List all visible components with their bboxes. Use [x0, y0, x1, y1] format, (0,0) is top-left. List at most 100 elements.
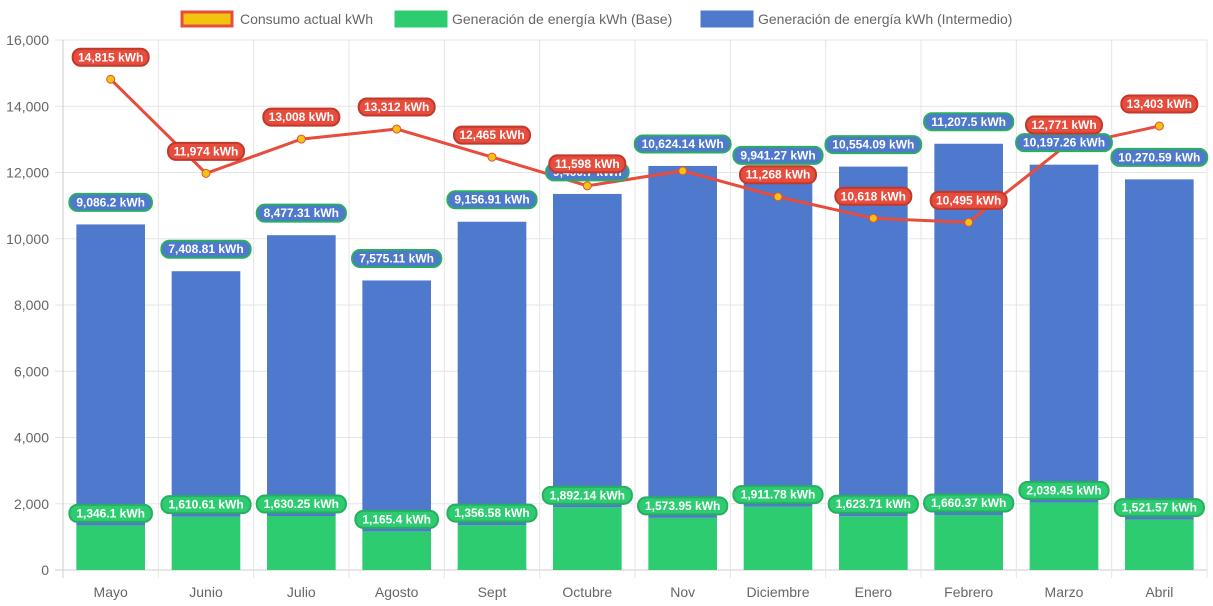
bar-intermedio — [457, 221, 527, 526]
label-badge — [827, 494, 919, 514]
label-badge — [453, 125, 531, 145]
label-badge — [167, 141, 245, 161]
label-intermedio: 9,156.91 kWh — [446, 190, 538, 210]
label-text: 11,207.5 kWh — [931, 115, 1006, 129]
bar-base — [934, 515, 1003, 570]
x-tick-label: Nov — [670, 584, 695, 600]
label-base: 1,892.14 kWh — [541, 485, 633, 505]
consumption-point — [868, 213, 878, 223]
y-tick-label: 4,000 — [14, 430, 49, 446]
label-consumo: 12,771 kWh — [1025, 115, 1103, 135]
legend-item: Consumo actual kWh — [180, 10, 373, 28]
label-badge — [446, 503, 538, 523]
label-text: 1,573.95 kWh — [645, 499, 720, 513]
label-base: 1,521.57 kWh — [1113, 498, 1205, 518]
label-badge — [68, 503, 153, 523]
bar-intermedio — [171, 271, 241, 517]
label-text: 2,039.45 kWh — [1026, 483, 1101, 497]
x-tick-label: Enero — [855, 584, 893, 600]
label-consumo: 14,815 kWh — [71, 47, 150, 67]
bar-intermedio — [267, 235, 336, 516]
x-tick-label: Sept — [478, 584, 507, 600]
label-base: 1,630.25 kWh — [255, 494, 347, 514]
consumption-point — [201, 168, 211, 178]
legend-swatch — [394, 10, 448, 28]
label-base: 1,610.61 kWh — [160, 495, 252, 515]
label-badge — [824, 135, 923, 155]
label-text: 1,346.1 kWh — [76, 506, 145, 520]
label-intermedio: 9,941.27 kWh — [732, 145, 824, 165]
label-text: 1,356.58 kWh — [454, 506, 529, 520]
label-base: 1,660.37 kWh — [923, 493, 1015, 513]
bar-intermedio — [362, 280, 431, 532]
x-tick-label: Mayo — [94, 584, 128, 600]
x-tick-label: Marzo — [1045, 584, 1084, 600]
label-badge — [255, 203, 347, 223]
label-text: 10,495 kWh — [936, 193, 1001, 207]
label-text: 10,624.14 kWh — [642, 137, 724, 151]
y-tick-label: 10,000 — [6, 231, 49, 247]
label-text: 14,815 kWh — [78, 50, 143, 64]
label-consumo: 11,974 kWh — [167, 141, 245, 161]
label-text: 10,618 kWh — [841, 189, 906, 203]
bar-base — [553, 507, 622, 570]
y-tick-label: 0 — [41, 562, 49, 578]
label-intermedio: 7,408.81 kWh — [160, 239, 252, 259]
label-base: 1,911.78 kWh — [732, 485, 824, 505]
label-badge — [1018, 480, 1110, 500]
x-tick-label: Abril — [1145, 584, 1173, 600]
bar-base — [648, 517, 717, 570]
bar-base — [743, 506, 813, 570]
consumption-point — [392, 124, 402, 134]
label-text: 1,660.37 kWh — [931, 496, 1006, 510]
label-text: 1,911.78 kWh — [741, 488, 816, 502]
bar-intermedio — [839, 166, 908, 517]
label-badge — [160, 495, 252, 515]
label-badge — [633, 134, 732, 154]
label-badge — [68, 192, 153, 212]
label-intermedio: 10,624.14 kWh — [633, 134, 732, 154]
label-base: 2,039.45 kWh — [1018, 480, 1110, 500]
bar-base — [839, 516, 908, 570]
label-badge — [541, 485, 633, 505]
label-text: 12,465 kWh — [459, 128, 524, 142]
y-tick-label: 14,000 — [6, 98, 49, 114]
label-badge — [923, 112, 1015, 132]
label-base: 1,356.58 kWh — [446, 503, 538, 523]
x-tick-label: Diciembre — [746, 584, 809, 600]
label-badge — [71, 47, 150, 67]
consumption-point — [964, 217, 974, 227]
bar-intermedio — [648, 165, 717, 518]
label-badge — [834, 186, 913, 206]
label-text: 1,892.14 kWh — [550, 488, 625, 502]
x-tick-label: Agosto — [375, 584, 419, 600]
bars — [76, 143, 1194, 570]
label-badge — [160, 239, 252, 259]
bar-base — [457, 525, 527, 570]
bar-base — [362, 531, 431, 570]
label-text: 13,008 kWh — [269, 110, 334, 124]
bar-intermedio — [1029, 164, 1099, 503]
label-text: 13,403 kWh — [1127, 97, 1192, 111]
legend-label: Generación de energía kWh (Intermedio) — [758, 11, 1012, 27]
label-consumo: 12,465 kWh — [453, 125, 531, 145]
label-intermedio: 10,270.59 kWh — [1110, 147, 1209, 167]
legend-item: Generación de energía kWh (Base) — [394, 10, 672, 28]
y-tick-label: 6,000 — [14, 363, 49, 379]
bar-intermedio — [743, 177, 813, 507]
y-tick-label: 16,000 — [6, 32, 49, 48]
label-intermedio: 10,197.26 kWh — [1015, 133, 1113, 153]
consumption-point — [582, 181, 592, 191]
label-badge — [1025, 115, 1103, 135]
bar-intermedio — [1125, 179, 1194, 520]
label-text: 11,974 kWh — [174, 144, 239, 158]
x-tick-label: Julio — [287, 584, 316, 600]
bar-base — [76, 525, 145, 570]
label-text: 1,521.57 kWh — [1122, 501, 1197, 515]
bar-intermedio — [553, 193, 622, 508]
label-base: 1,165.4 kWh — [354, 509, 439, 529]
label-text: 10,197.26 kWh — [1023, 136, 1105, 150]
label-text: 9,086.2 kWh — [76, 195, 145, 209]
label-consumo: 13,312 kWh — [357, 97, 436, 117]
label-text: 1,165.4 kWh — [362, 512, 431, 526]
